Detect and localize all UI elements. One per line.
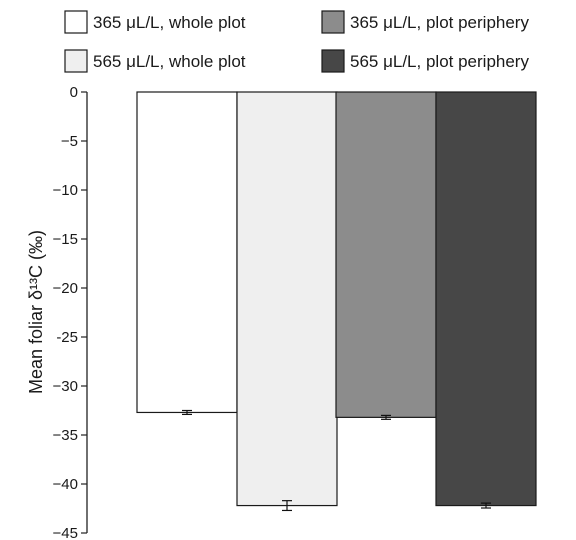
bar [335,91,437,418]
y-tick-label: −35 [53,427,78,444]
legend-label: 365 μL/L, whole plot [93,13,246,32]
legend-label: 365 μL/L, plot periphery [350,13,529,32]
legend-swatch [321,49,345,73]
bar [236,91,338,507]
legend-swatch [64,49,88,73]
y-tick-label: −20 [53,280,78,297]
legend-label: 565 μL/L, whole plot [93,52,246,71]
legend-item: 365 μL/L, whole plot [64,10,246,34]
legend-item: 565 μL/L, whole plot [64,49,246,73]
bar [136,91,238,414]
bar [435,91,537,507]
legend-swatch [64,10,88,34]
y-axis: 0 −5 −10 −15 −20 -25 −30 −35 −40 −45 [53,84,88,540]
legend-item: 365 μL/L, plot periphery [321,10,529,34]
legend-swatch [321,10,345,34]
y-axis-label: Mean foliar δ¹³C (‰) [26,230,46,394]
legend: 365 μL/L, whole plot 565 μL/L, whole plot… [64,10,529,73]
legend-item: 565 μL/L, plot periphery [321,49,529,73]
y-tick-label: −30 [53,378,78,395]
y-tick-label: 0 [70,84,78,101]
legend-label: 565 μL/L, plot periphery [350,52,529,71]
y-tick-label: -25 [56,329,78,346]
y-tick-label: −10 [53,182,78,199]
y-tick-label: −15 [53,231,78,248]
error-bars [182,409,491,512]
y-tick-label: −45 [53,525,78,540]
y-tick-label: −40 [53,476,78,493]
bars [136,91,537,507]
y-tick-label: −5 [61,133,78,150]
